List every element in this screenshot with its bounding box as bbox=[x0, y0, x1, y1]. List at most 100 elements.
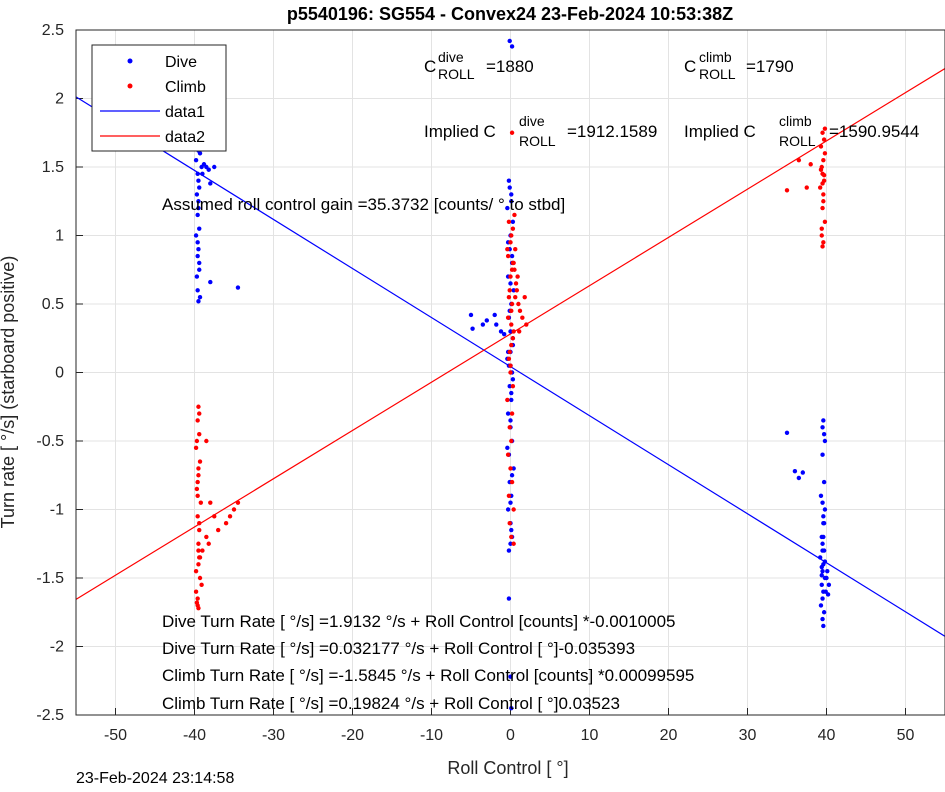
implied-climb-sup: climb bbox=[779, 113, 812, 129]
data-point-dive bbox=[820, 568, 825, 574]
data-point-climb bbox=[231, 507, 237, 512]
c-dive-value: =1880 bbox=[486, 57, 534, 76]
data-point-climb bbox=[517, 308, 523, 314]
c-dive-main: C bbox=[424, 57, 436, 76]
data-point-dive bbox=[195, 253, 200, 259]
data-point-climb bbox=[821, 199, 826, 204]
data-point-dive bbox=[824, 575, 829, 581]
data-point-climb bbox=[509, 342, 514, 348]
data-point-dive bbox=[195, 171, 200, 177]
data-point-climb bbox=[509, 130, 515, 135]
y-tick-label: 0 bbox=[55, 365, 64, 382]
data-point-climb bbox=[194, 600, 200, 605]
data-point-climb bbox=[821, 137, 827, 142]
implied-dive-sub: ROLL bbox=[519, 133, 556, 149]
data-point-climb bbox=[196, 541, 201, 546]
data-point-climb bbox=[208, 500, 213, 505]
data-point-dive bbox=[196, 199, 201, 204]
data-point-climb bbox=[508, 370, 513, 375]
data-point-dive bbox=[498, 329, 504, 334]
data-point-dive bbox=[825, 592, 831, 597]
data-point-dive bbox=[826, 582, 832, 588]
data-point-dive bbox=[212, 164, 217, 170]
c-climb-sup: climb bbox=[699, 49, 732, 65]
data-point-dive bbox=[195, 240, 200, 245]
data-point-climb bbox=[513, 294, 518, 300]
c-dive-annotation: C dive ROLL =1880 bbox=[424, 49, 534, 82]
data-point-climb bbox=[510, 336, 516, 341]
data-point-climb bbox=[193, 589, 199, 594]
implied-dive-value: =1912.1589 bbox=[567, 122, 657, 141]
gain-annotation: Assumed roll control gain =35.3732 [coun… bbox=[162, 195, 565, 214]
data-point-dive bbox=[494, 322, 499, 327]
data-point-climb bbox=[505, 315, 511, 320]
data-point-climb bbox=[509, 479, 515, 485]
data-point-dive bbox=[505, 411, 511, 416]
y-tick-label: -1.5 bbox=[36, 570, 64, 587]
data-point-climb bbox=[193, 445, 199, 451]
data-point-climb bbox=[509, 534, 514, 540]
data-point-dive bbox=[196, 299, 201, 304]
data-point-climb bbox=[511, 541, 516, 546]
data-point-climb bbox=[194, 486, 200, 492]
implied-climb-main: Implied C bbox=[684, 122, 756, 141]
data-point-dive bbox=[196, 178, 201, 183]
data-point-dive bbox=[821, 418, 826, 423]
plot-frame bbox=[75, 29, 945, 716]
data-point-dive bbox=[822, 507, 828, 512]
data-point-climb bbox=[821, 240, 826, 245]
data-point-climb bbox=[524, 322, 529, 327]
data-point-climb bbox=[515, 274, 520, 279]
c-climb-annotation: C climb ROLL =1790 bbox=[684, 49, 794, 82]
x-tick-label: 30 bbox=[739, 727, 757, 744]
data-point-dive bbox=[193, 157, 199, 163]
data-point-climb bbox=[506, 294, 512, 300]
data-point-dive bbox=[510, 377, 516, 382]
data-point-climb bbox=[509, 301, 515, 307]
data-point-climb bbox=[197, 521, 202, 526]
implied-climb-annotation: Implied C climb ROLL =1590.9544 bbox=[684, 113, 919, 149]
y-tick-label: -2 bbox=[50, 639, 64, 656]
data-point-dive bbox=[800, 470, 805, 475]
data-point-climb bbox=[820, 130, 825, 135]
data-point-dive bbox=[206, 167, 211, 172]
data-point-climb bbox=[197, 431, 202, 437]
data-point-climb bbox=[193, 568, 199, 574]
data-point-dive bbox=[820, 548, 825, 553]
data-point-dive bbox=[508, 418, 513, 423]
data-point-dive bbox=[208, 279, 213, 285]
data-point-climb bbox=[206, 541, 211, 546]
data-point-dive bbox=[818, 603, 824, 608]
data-point-climb bbox=[507, 521, 512, 526]
implied-dive-main: Implied C bbox=[424, 122, 496, 141]
data-points bbox=[193, 38, 832, 711]
data-point-dive bbox=[193, 233, 199, 238]
c-dive-sub: ROLL bbox=[438, 66, 475, 82]
data-point-dive bbox=[820, 596, 825, 601]
data-point-dive bbox=[208, 181, 213, 186]
data-point-climb bbox=[505, 452, 511, 457]
data-point-dive bbox=[821, 610, 827, 615]
data-point-dive bbox=[195, 288, 200, 293]
data-point-climb bbox=[516, 301, 521, 307]
data-point-dive bbox=[784, 430, 790, 435]
data-point-climb bbox=[506, 493, 512, 498]
data-point-dive bbox=[509, 253, 515, 259]
data-point-climb bbox=[505, 397, 510, 403]
data-point-dive bbox=[821, 514, 826, 519]
data-point-climb bbox=[196, 473, 201, 478]
data-point-climb bbox=[511, 260, 516, 266]
data-point-climb bbox=[818, 144, 824, 149]
data-point-climb bbox=[822, 126, 828, 131]
data-point-dive bbox=[507, 38, 512, 44]
data-point-dive bbox=[821, 431, 827, 437]
data-point-dive bbox=[492, 312, 497, 318]
data-point-climb bbox=[817, 185, 823, 190]
data-point-dive bbox=[825, 568, 830, 574]
data-point-climb bbox=[197, 459, 203, 464]
data-point-climb bbox=[796, 157, 802, 163]
data-point-climb bbox=[819, 233, 824, 238]
data-point-climb bbox=[196, 404, 201, 409]
data-point-climb bbox=[821, 173, 827, 178]
data-point-climb bbox=[820, 205, 825, 211]
